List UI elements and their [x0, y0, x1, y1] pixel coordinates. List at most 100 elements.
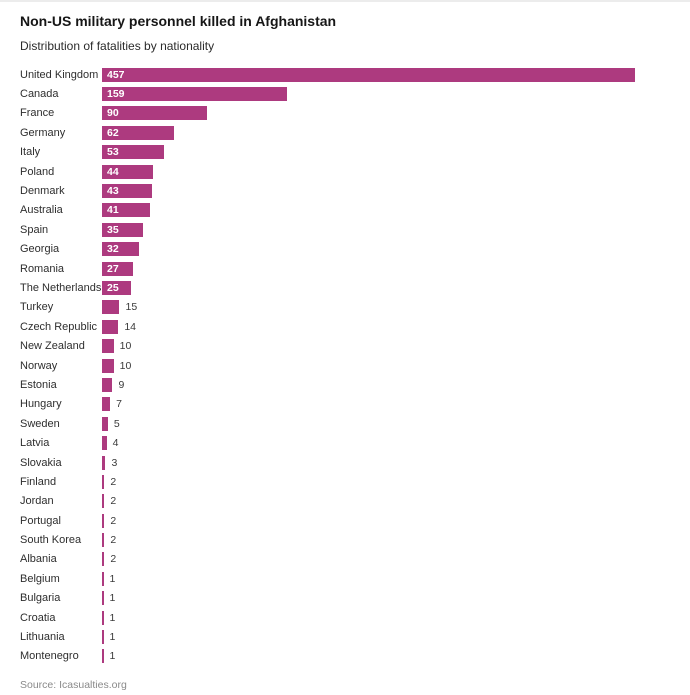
bar-track: 25	[102, 280, 670, 295]
bar	[102, 494, 105, 509]
bar-track: 15	[102, 300, 670, 315]
bar-track: 3	[102, 455, 670, 470]
bar	[102, 397, 111, 412]
bar-track: 2	[102, 513, 670, 528]
category-label: Georgia	[20, 243, 60, 256]
bar	[102, 513, 105, 528]
bar	[102, 184, 153, 199]
bar	[102, 377, 113, 392]
bar-row: Croatia 1	[20, 608, 670, 627]
bar-track: 35	[102, 222, 670, 237]
bar-track: 1	[102, 630, 670, 645]
category-label: Turkey	[20, 301, 54, 314]
value-label: 1	[109, 592, 116, 605]
bar-track: 4	[102, 436, 670, 451]
bar	[102, 455, 106, 470]
value-label: 1	[109, 611, 116, 624]
bar-row: Portugal 2	[20, 511, 670, 530]
category-label: United Kingdom	[20, 68, 99, 81]
bar	[102, 533, 105, 548]
bar-row: Norway 10	[20, 356, 670, 375]
bar-track: 2	[102, 533, 670, 548]
category-label: Lithuania	[20, 631, 65, 644]
bar-track: 7	[102, 397, 670, 412]
value-label: 2	[110, 553, 117, 566]
bar-chart: United Kingdom 457 Canada 159 France 90 …	[20, 65, 670, 666]
bar-track: 43	[102, 184, 670, 199]
category-label: South Korea	[20, 534, 82, 547]
bar-row: Italy 53	[20, 143, 670, 162]
value-label: 44	[107, 165, 119, 178]
category-label: Italy	[20, 146, 41, 159]
bar	[102, 649, 104, 664]
value-label: 5	[113, 417, 120, 430]
category-label: Bulgaria	[20, 592, 61, 605]
value-label: 25	[107, 281, 119, 294]
bar-row: Poland 44	[20, 162, 670, 181]
bar	[102, 106, 207, 121]
bar-track: 10	[102, 339, 670, 354]
bar-row: Turkey 15	[20, 298, 670, 317]
chart-title: Non-US military personnel killed in Afgh…	[20, 13, 337, 29]
bar-row: Montenegro 1	[20, 647, 670, 666]
bar	[102, 261, 134, 276]
value-label: 2	[110, 475, 117, 488]
category-label: Montenegro	[20, 650, 79, 663]
category-label: Jordan	[20, 495, 54, 508]
bar-track: 44	[102, 164, 670, 179]
bar-track: 9	[102, 377, 670, 392]
bar-row: Sweden 5	[20, 414, 670, 433]
value-label: 27	[107, 262, 119, 275]
bar	[102, 87, 288, 102]
bar-track: 159	[102, 87, 670, 102]
bar-row: Estonia 9	[20, 375, 670, 394]
category-label: Estonia	[20, 378, 57, 391]
bar-track: 1	[102, 591, 670, 606]
bar	[102, 436, 107, 451]
bar-track: 2	[102, 552, 670, 567]
value-label: 4	[112, 437, 119, 450]
bar-row: Jordan 2	[20, 492, 670, 511]
bar	[102, 222, 143, 237]
bar-row: Georgia 32	[20, 240, 670, 259]
bar-row: Finland 2	[20, 472, 670, 491]
bar-row: Bulgaria 1	[20, 589, 670, 608]
bar-track: 2	[102, 494, 670, 509]
bar	[102, 339, 114, 354]
category-label: Portugal	[20, 514, 61, 527]
bar	[102, 416, 108, 431]
bar-track: 10	[102, 358, 670, 373]
bar-row: Denmark 43	[20, 181, 670, 200]
bar	[102, 242, 140, 257]
bar-row: Belgium 1	[20, 569, 670, 588]
bar	[102, 164, 154, 179]
value-label: 1	[109, 631, 116, 644]
bar	[102, 319, 119, 334]
bar-track: 2	[102, 474, 670, 489]
bar-track: 90	[102, 106, 670, 121]
category-label: Czech Republic	[20, 320, 98, 333]
category-label: Belgium	[20, 572, 60, 585]
bar	[102, 145, 164, 160]
category-label: Finland	[20, 475, 57, 488]
source-note: Source: Icasualties.org	[20, 679, 127, 692]
chart-subtitle: Distribution of fatalities by nationalit…	[20, 39, 215, 53]
bar-track: 32	[102, 242, 670, 257]
value-label: 159	[107, 88, 125, 101]
bar-track: 62	[102, 125, 670, 140]
category-label: Slovakia	[20, 456, 62, 469]
bar	[102, 474, 105, 489]
category-label: Spain	[20, 223, 49, 236]
category-label: Denmark	[20, 185, 65, 198]
bar	[102, 552, 105, 567]
category-label: Latvia	[20, 437, 50, 450]
category-label: Norway	[20, 359, 58, 372]
bar	[102, 300, 120, 315]
category-label: New Zealand	[20, 340, 85, 353]
bar-row: Germany 62	[20, 123, 670, 142]
bar-track: 53	[102, 145, 670, 160]
value-label: 2	[110, 534, 117, 547]
value-label: 53	[107, 146, 119, 159]
